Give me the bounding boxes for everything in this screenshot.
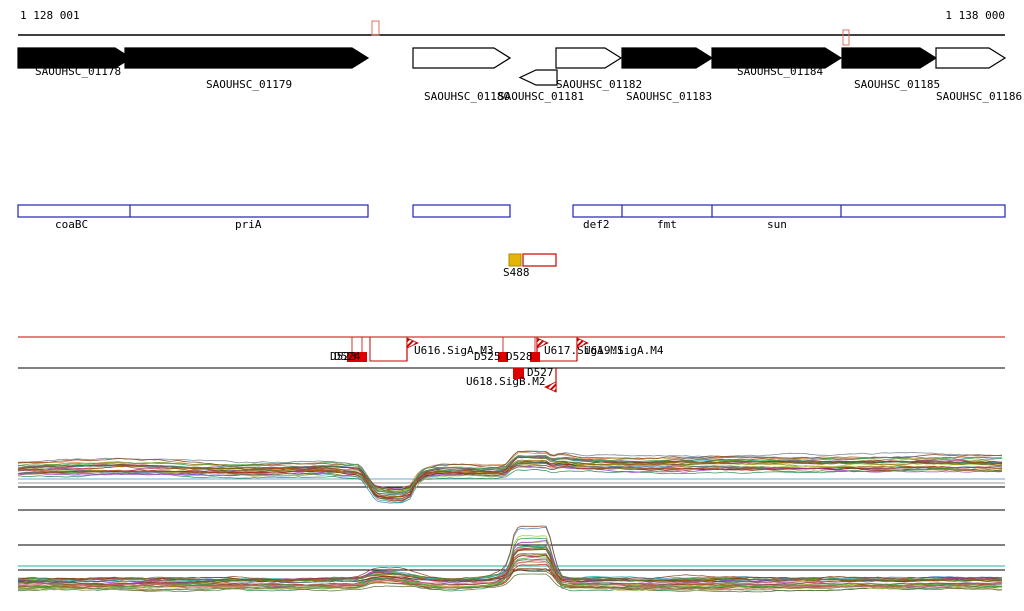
expression-profile-line [17,553,1003,586]
ruler-mark [371,20,380,36]
expression-profile-line [18,573,1003,593]
gene-label: SAOUHSC_01181 [498,90,584,103]
expression-profile-line [17,459,1003,498]
d-mark-label: D525 [474,350,501,363]
srna-track: S488 [503,253,557,279]
operon-box[interactable] [572,204,1006,218]
d-mark-square[interactable] [530,352,540,362]
d-mark-square[interactable] [498,352,508,362]
srna-label: S488 [503,266,530,279]
gene-label: SAOUHSC_01180 [424,90,510,103]
gene-arrow[interactable] [518,69,558,86]
gene-label: SAOUHSC_01186 [936,90,1022,103]
operon-label: coaBC [55,218,88,231]
tss-flag-label: U618.SigB.M2 [466,375,545,388]
d-mark-square[interactable] [513,368,524,379]
srna-yellow-box[interactable] [508,253,522,267]
operon-label: priA [235,218,262,231]
expression-panel-forward [17,450,1005,511]
d-mark-label: D523 [330,350,357,363]
tss-flag-pennant[interactable] [544,381,557,393]
expression-profile-line [17,452,1003,491]
gene-arrow[interactable] [412,47,512,69]
ruler-track [18,20,1005,46]
d-mark-label: D528 [506,350,533,363]
gene-label: SAOUHSC_01185 [854,78,940,91]
d-mark-label: D524 [334,350,361,363]
expression-profile-line [17,560,1003,588]
gene-arrow[interactable] [555,47,623,69]
gene-arrow[interactable] [841,47,938,69]
gene-arrow[interactable] [935,47,1007,69]
gene-arrow[interactable] [124,47,370,69]
srna-red-box[interactable] [522,253,557,267]
operon-label: fmt [657,218,677,231]
operon-label: sun [767,218,787,231]
operon-track: coaBC priA def2 fmt sun [17,204,1006,231]
tss-flag-label: U617.SigA.M1 [544,344,623,357]
operon-box[interactable] [412,204,511,218]
gene-label: SAOUHSC_01179 [206,78,292,91]
segment-notch [369,337,408,362]
d-mark-label: D527 [527,366,554,379]
expression-profile-line [17,456,1003,502]
gene-track: SAOUHSC_01178SAOUHSC_01179SAOUHSC_01180S… [17,47,1022,103]
gene-label: SAOUHSC_01178 [35,65,121,78]
tss-flag-pennant[interactable] [536,337,549,349]
expression-tracks [17,450,1005,593]
gene-label: SAOUHSC_01182 [556,78,642,91]
gene-arrow[interactable] [17,47,133,69]
ruler-left-coordinate: 1 128 001 [20,9,80,22]
ruler-mark [842,29,850,46]
expression-profile-line [17,525,1003,581]
tss-flag-label: U616.SigA.M3 [414,344,493,357]
operon-label: def2 [583,218,610,231]
d-mark-square[interactable] [347,352,357,362]
tss-flag-pennant[interactable] [406,337,419,349]
d-mark-square[interactable] [357,352,367,362]
expression-profile-line [17,454,1003,494]
ruler-right-coordinate: 1 138 000 [945,9,1005,22]
gene-arrow[interactable] [621,47,714,69]
gene-label: SAOUHSC_01184 [737,65,823,78]
expression-profile-line [17,464,1003,489]
gene-label: SAOUHSC_01183 [626,90,712,103]
operon-box[interactable] [17,204,369,218]
tss-flag-label: U619.SigA.M4 [584,344,664,357]
expression-panel-reverse [17,525,1005,593]
tss-flag-pennant[interactable] [576,337,589,349]
expression-profile-line [17,450,1003,497]
expression-profile-line [17,545,1003,582]
gene-arrow[interactable] [711,47,843,69]
